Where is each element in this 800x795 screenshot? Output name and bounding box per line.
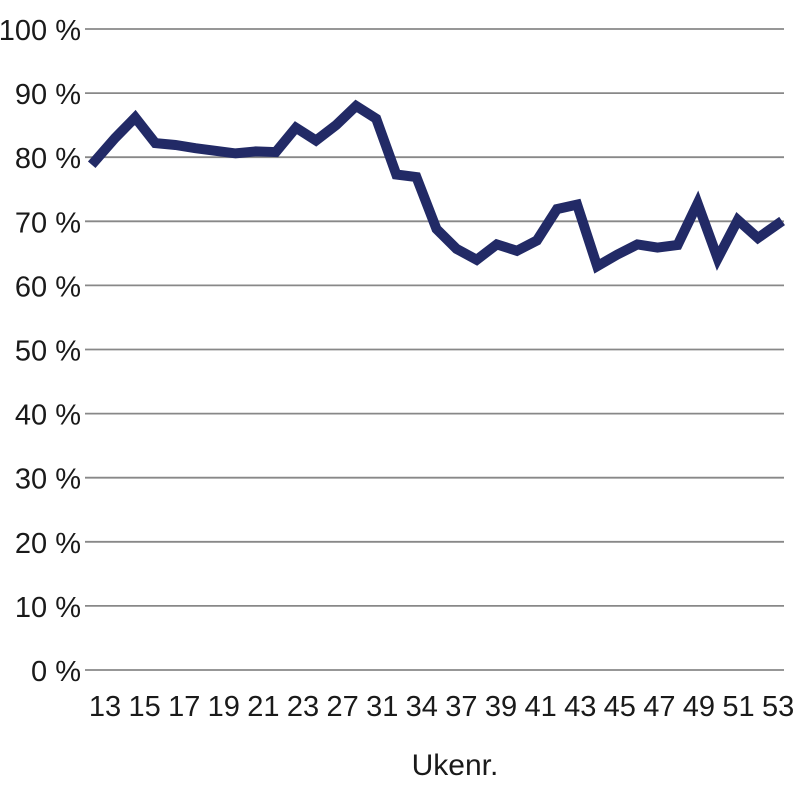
y-axis-tick-label: 70 % [15, 207, 81, 239]
x-axis-tick-label: 53 [762, 691, 794, 723]
data-series [87, 99, 785, 274]
x-axis-tick-label: 41 [524, 691, 556, 723]
x-axis-tick-label: 43 [564, 691, 596, 723]
x-axis-tick-label: 37 [445, 691, 477, 723]
x-axis-tick-label: 15 [128, 691, 160, 723]
y-axis-tick-labels: 0 % 10 % 20 % 30 % 40 % 50 % 60 % 70 % 80 % 90 % 1… [0, 15, 81, 688]
x-axis-tick-label: 34 [406, 691, 438, 723]
y-axis-tick-label: 40 % [15, 400, 81, 432]
x-axis-tick-label: 13 [89, 691, 121, 723]
x-axis-tick-label: 39 [485, 691, 517, 723]
x-axis-tick-label: 27 [326, 691, 358, 723]
y-axis-tick-label: 90 % [15, 79, 81, 111]
x-axis-tick-label: 19 [208, 691, 240, 723]
x-axis-tick-label: 23 [287, 691, 319, 723]
x-axis-tick-label: 31 [366, 691, 398, 723]
y-axis-tick-label: 80 % [15, 143, 81, 175]
y-axis-tick-label: 100 % [0, 15, 81, 47]
y-axis-tick-label: 30 % [15, 464, 81, 496]
y-axis-tick-label: 60 % [15, 271, 81, 303]
y-axis-tick-label: 50 % [15, 336, 81, 368]
data-line [87, 99, 785, 274]
y-axis-tick-label: 20 % [15, 528, 81, 560]
gridlines [85, 28, 784, 671]
x-axis-tick-labels: 13 15 17 19 21 23 27 31 34 37 39 41 43 45 47 49 51 53 [89, 691, 794, 723]
x-axis-title: Ukenr. [412, 749, 499, 782]
x-axis-tick-label: 21 [247, 691, 279, 723]
x-axis-tick-label: 17 [168, 691, 200, 723]
y-axis-tick-label: 10 % [15, 592, 81, 624]
x-axis-tick-label: 47 [643, 691, 675, 723]
y-axis-tick-label: 0 % [31, 656, 81, 688]
x-axis-tick-label: 49 [683, 691, 715, 723]
x-axis-tick-label: 45 [604, 691, 636, 723]
x-axis-tick-label: 51 [722, 691, 754, 723]
